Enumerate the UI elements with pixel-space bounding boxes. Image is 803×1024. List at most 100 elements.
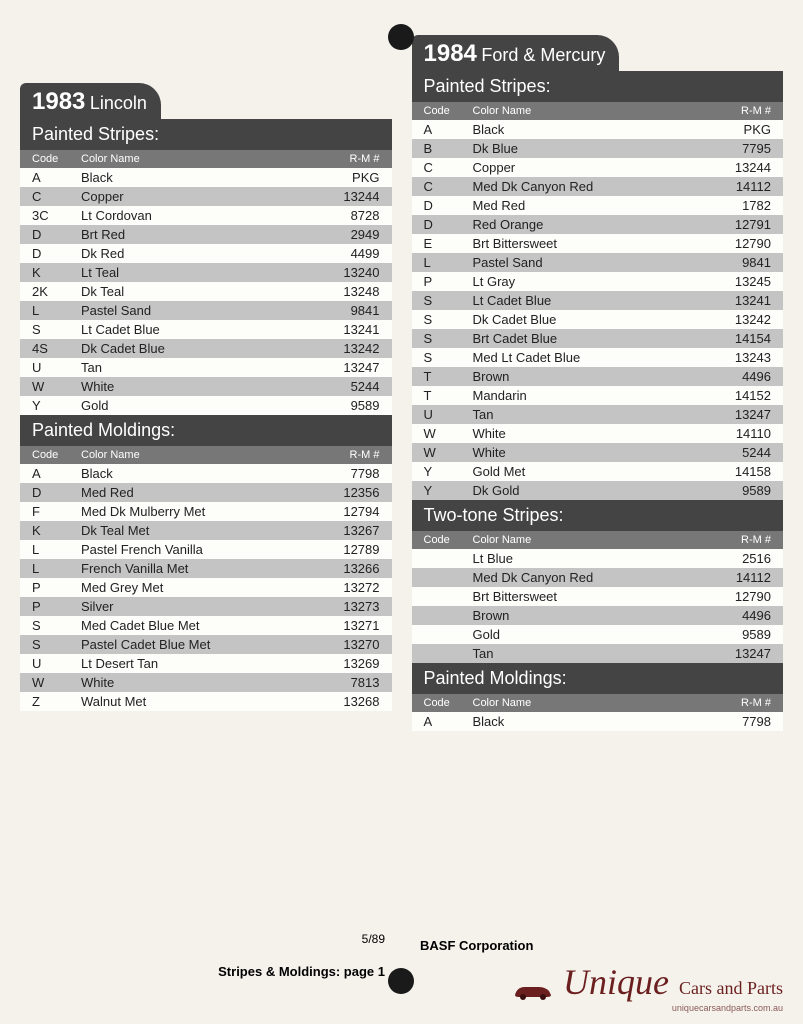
cell-name: Silver <box>75 599 322 614</box>
cell-name: Lt Blue <box>467 551 714 566</box>
table-row: 4SDk Cadet Blue13242 <box>20 339 392 358</box>
cell-rm: 13247 <box>322 360 392 375</box>
table-header-row: CodeColor NameR-M # <box>412 531 784 549</box>
cell-code: A <box>20 466 75 481</box>
table-row: ULt Desert Tan13269 <box>20 654 392 673</box>
cell-name: Lt Desert Tan <box>75 656 322 671</box>
cell-rm: 9589 <box>322 398 392 413</box>
col-header-name: Color Name <box>75 449 322 461</box>
cell-name: Dk Teal <box>75 284 322 299</box>
cell-code <box>412 551 467 566</box>
cell-name: Dk Cadet Blue <box>467 312 714 327</box>
footer-left: 5/89 Stripes & Moldings: page 1 <box>40 932 385 979</box>
cell-code <box>412 627 467 642</box>
cell-rm: 8728 <box>322 208 392 223</box>
cell-name: Dk Cadet Blue <box>75 341 322 356</box>
table-row: SMed Lt Cadet Blue13243 <box>412 348 784 367</box>
watermark-big: Unique <box>563 962 669 1002</box>
table-row: FMed Dk Mulberry Met12794 <box>20 502 392 521</box>
cell-name: Med Dk Canyon Red <box>467 179 714 194</box>
cell-rm: 1782 <box>713 198 783 213</box>
table-row: Tan13247 <box>412 644 784 663</box>
table-row: DRed Orange12791 <box>412 215 784 234</box>
cell-code <box>412 646 467 661</box>
cell-code: Y <box>412 483 467 498</box>
left-column: 1983 Lincoln Painted Stripes:CodeColor N… <box>20 83 392 731</box>
cell-rm: 4496 <box>713 608 783 623</box>
table-row: TBrown4496 <box>412 367 784 386</box>
cell-name: Lt Cordovan <box>75 208 322 223</box>
cell-name: Dk Gold <box>467 483 714 498</box>
cell-rm: 9589 <box>713 483 783 498</box>
cell-name: Lt Cadet Blue <box>467 293 714 308</box>
cell-code: L <box>20 561 75 576</box>
table-row: UTan13247 <box>412 405 784 424</box>
cell-code: U <box>20 360 75 375</box>
table-header-row: CodeColor NameR-M # <box>20 150 392 168</box>
table-row: SLt Cadet Blue13241 <box>20 320 392 339</box>
cell-name: Med Red <box>75 485 322 500</box>
cell-name: Brown <box>467 608 714 623</box>
cell-rm: 4496 <box>713 369 783 384</box>
col-header-name: Color Name <box>467 697 714 709</box>
cell-code: P <box>412 274 467 289</box>
page-container: 1983 Lincoln Painted Stripes:CodeColor N… <box>20 25 783 731</box>
cell-rm: 2516 <box>713 551 783 566</box>
cell-code: K <box>20 523 75 538</box>
cell-code: D <box>20 246 75 261</box>
cell-code: T <box>412 388 467 403</box>
cell-rm: 13266 <box>322 561 392 576</box>
cell-name: Dk Red <box>75 246 322 261</box>
cell-name: Pastel French Vanilla <box>75 542 322 557</box>
cell-name: White <box>75 379 322 394</box>
cell-rm: 4499 <box>322 246 392 261</box>
table-row: UTan13247 <box>20 358 392 377</box>
cell-name: Tan <box>75 360 322 375</box>
table-row: YGold9589 <box>20 396 392 415</box>
table-row: SBrt Cadet Blue14154 <box>412 329 784 348</box>
cell-name: French Vanilla Met <box>75 561 322 576</box>
cell-name: Med Dk Mulberry Met <box>75 504 322 519</box>
cell-name: Brt Cadet Blue <box>467 331 714 346</box>
col-header-code: Code <box>412 697 467 709</box>
col-header-name: Color Name <box>75 153 322 165</box>
table-row: WWhite5244 <box>20 377 392 396</box>
right-tab-header: 1984 Ford & Mercury <box>412 35 620 71</box>
cell-rm: 5244 <box>713 445 783 460</box>
cell-code: C <box>412 160 467 175</box>
cell-rm: 13242 <box>322 341 392 356</box>
cell-name: Tan <box>467 407 714 422</box>
cell-code: D <box>20 227 75 242</box>
cell-name: Lt Gray <box>467 274 714 289</box>
cell-code: K <box>20 265 75 280</box>
cell-rm: 13240 <box>322 265 392 280</box>
cell-rm: 13273 <box>322 599 392 614</box>
table-header-row: CodeColor NameR-M # <box>20 446 392 464</box>
cell-name: Med Red <box>467 198 714 213</box>
cell-name: Med Grey Met <box>75 580 322 595</box>
col-header-rm: R-M # <box>322 449 392 461</box>
cell-name: Black <box>75 466 322 481</box>
cell-name: Tan <box>467 646 714 661</box>
cell-name: Dk Blue <box>467 141 714 156</box>
table-row: YGold Met14158 <box>412 462 784 481</box>
table-row: ABlackPKG <box>20 168 392 187</box>
cell-rm: 14154 <box>713 331 783 346</box>
table-row: DDk Red4499 <box>20 244 392 263</box>
cell-rm: 12356 <box>322 485 392 500</box>
cell-code: Y <box>20 398 75 413</box>
footer-corp: BASF Corporation <box>420 938 533 953</box>
cell-code: U <box>412 407 467 422</box>
cell-code: A <box>412 714 467 729</box>
table-row: EBrt Bittersweet12790 <box>412 234 784 253</box>
cell-rm: 9841 <box>322 303 392 318</box>
table-row: Gold9589 <box>412 625 784 644</box>
cell-name: Brt Red <box>75 227 322 242</box>
cell-name: Brown <box>467 369 714 384</box>
cell-name: Lt Cadet Blue <box>75 322 322 337</box>
cell-name: Black <box>467 122 714 137</box>
cell-rm: 13272 <box>322 580 392 595</box>
cell-code: Y <box>412 464 467 479</box>
cell-code: P <box>20 599 75 614</box>
cell-name: Pastel Sand <box>467 255 714 270</box>
